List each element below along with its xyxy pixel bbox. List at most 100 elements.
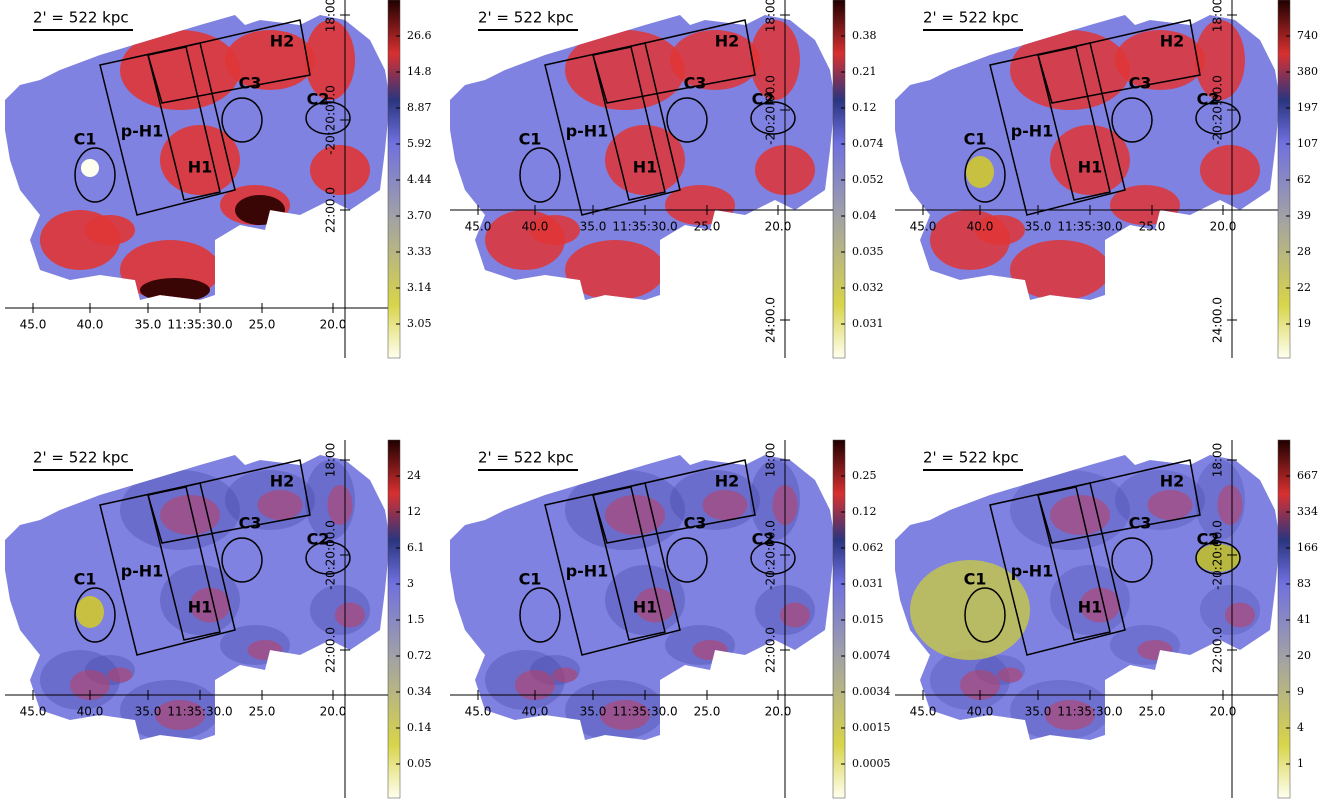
region-label: C1: [74, 570, 97, 589]
colorbar-label: 1.5: [407, 613, 425, 626]
colorbar-label: 62: [1297, 173, 1311, 186]
region-ellipse: [74, 147, 116, 203]
scale-label: 2' = 522 kpc: [478, 449, 574, 467]
dark-spot: [140, 278, 210, 300]
colorbar-label: 0.12: [852, 505, 877, 518]
region-label: H1: [1078, 598, 1103, 617]
x-tick-label: 25.0: [694, 220, 721, 234]
x-tick-label: 45.0: [465, 705, 492, 719]
emission-patch: [247, 640, 283, 660]
colorbar-label: 19: [1297, 317, 1311, 330]
colorbar-label: 6.1: [407, 541, 425, 554]
y-tick-label: 22:00.0: [764, 627, 778, 673]
region-label: p-H1: [1011, 122, 1054, 141]
colorbar-label: 0.062: [852, 541, 884, 554]
hot-spot: [81, 159, 99, 177]
map-patches: [40, 20, 370, 300]
region-box: [1037, 486, 1111, 641]
x-tick-label: 11:35:30.0: [167, 318, 232, 332]
emission-patch: [120, 30, 240, 110]
x-tick-label: 11:35:30.0: [1057, 220, 1122, 234]
emission-patch: [1137, 640, 1173, 660]
y-tick-label: 18:00: [1211, 443, 1225, 478]
emission-patch: [335, 602, 365, 628]
y-tick-label: 22:00.0: [324, 187, 338, 233]
colorbar: [832, 439, 846, 799]
x-tick-label: 40.0: [77, 705, 104, 719]
colorbar-label: 28: [1297, 245, 1311, 258]
x-tick-label: 11:35:30.0: [612, 220, 677, 234]
colorbar-label: 166: [1297, 541, 1318, 554]
x-tick-label: 20.0: [1210, 220, 1237, 234]
y-tick-label: 22:00.0: [324, 627, 338, 673]
region-label: C3: [239, 514, 262, 533]
colorbar-label: 3.14: [407, 281, 432, 294]
region-label: p-H1: [566, 562, 609, 581]
region-label: H1: [633, 158, 658, 177]
region-label: H1: [633, 598, 658, 617]
colorbar-label: 3.05: [407, 317, 432, 330]
emission-patch: [702, 490, 748, 520]
region-label: p-H1: [1011, 562, 1054, 581]
region-ellipse: [305, 541, 351, 575]
emission-patch: [190, 587, 230, 623]
colorbar-label: 14.8: [407, 65, 432, 78]
emission-patch: [257, 490, 303, 520]
colorbar-label: 3.33: [407, 245, 432, 258]
y-tick-label: -20:20:00.0: [324, 520, 338, 590]
map-patches: [930, 20, 1260, 300]
colorbar-label: 12: [407, 505, 421, 518]
region-label: H2: [1160, 472, 1185, 491]
dark-spot: [235, 195, 285, 225]
emission-patch: [85, 215, 135, 245]
emission-patch: [997, 667, 1023, 683]
emission-patch: [552, 667, 578, 683]
y-tick-label: 18:00: [1211, 0, 1225, 32]
x-tick-label: 45.0: [20, 705, 47, 719]
region-label: H2: [270, 472, 295, 491]
region-label: H2: [715, 472, 740, 491]
colorbar-label: 0.14: [407, 721, 432, 734]
y-tick-label: 18:00: [764, 443, 778, 478]
region-ellipse: [666, 97, 708, 143]
emission-patch: [1225, 602, 1255, 628]
region-box: [147, 459, 311, 544]
region-ellipse: [221, 97, 263, 143]
y-tick-label: 24:00.0: [764, 297, 778, 343]
colorbar-label: 0.032: [852, 281, 884, 294]
region-label: C3: [1129, 514, 1152, 533]
emission-patch: [1080, 587, 1120, 623]
x-tick-label: 20.0: [1210, 705, 1237, 719]
emission-patch: [1045, 700, 1095, 730]
colorbar-label: 0.0005: [852, 757, 891, 770]
region-ellipse: [519, 587, 561, 643]
colorbar-label: 26.6: [407, 29, 432, 42]
x-tick-label: 35.0: [580, 705, 607, 719]
emission-patch: [600, 700, 650, 730]
region-box: [147, 46, 221, 201]
bright-spot: [1196, 544, 1240, 572]
emission-patch: [225, 30, 315, 90]
y-tick-label: -20:20:00.0: [1211, 75, 1225, 145]
emission-patch: [605, 125, 685, 195]
colorbar-label: 107: [1297, 137, 1318, 150]
colorbar-label: 0.12: [852, 101, 877, 114]
emission-patch: [565, 30, 685, 110]
region-box: [1037, 46, 1111, 201]
colorbar-label: 0.0015: [852, 721, 891, 734]
region-label: H1: [1078, 158, 1103, 177]
x-tick-label: 35.0: [1025, 705, 1052, 719]
region-box: [1037, 19, 1201, 104]
colorbar-label: 0.031: [852, 317, 884, 330]
region-label: C3: [684, 74, 707, 93]
region-label: H1: [188, 598, 213, 617]
x-tick-label: 20.0: [320, 705, 347, 719]
region-label: C3: [239, 74, 262, 93]
colorbar-label: 0.34: [407, 685, 432, 698]
